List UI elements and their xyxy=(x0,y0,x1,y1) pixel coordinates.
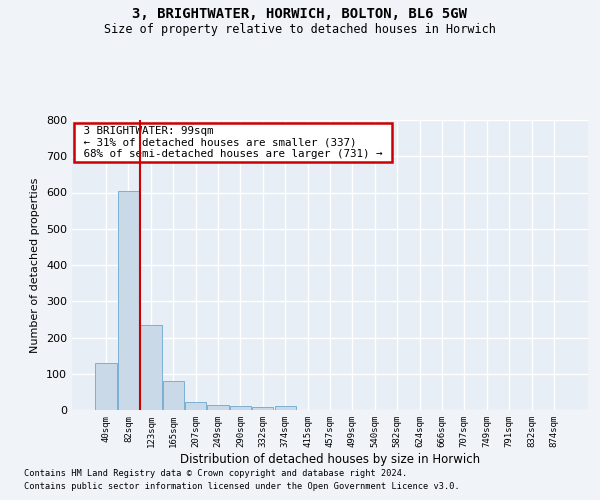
Text: Distribution of detached houses by size in Horwich: Distribution of detached houses by size … xyxy=(180,452,480,466)
Text: 3 BRIGHTWATER: 99sqm 
 ← 31% of detached houses are smaller (337) 
 68% of semi-: 3 BRIGHTWATER: 99sqm ← 31% of detached h… xyxy=(77,126,389,159)
Bar xyxy=(275,406,296,410)
Bar xyxy=(230,406,251,410)
Bar xyxy=(118,190,139,410)
Bar xyxy=(185,402,206,410)
Text: Size of property relative to detached houses in Horwich: Size of property relative to detached ho… xyxy=(104,22,496,36)
Text: Contains public sector information licensed under the Open Government Licence v3: Contains public sector information licen… xyxy=(24,482,460,491)
Bar xyxy=(252,407,274,410)
Bar xyxy=(208,405,229,410)
Text: 3, BRIGHTWATER, HORWICH, BOLTON, BL6 5GW: 3, BRIGHTWATER, HORWICH, BOLTON, BL6 5GW xyxy=(133,8,467,22)
Text: Contains HM Land Registry data © Crown copyright and database right 2024.: Contains HM Land Registry data © Crown c… xyxy=(24,468,407,477)
Bar xyxy=(95,363,117,410)
Bar xyxy=(140,325,161,410)
Bar xyxy=(163,381,184,410)
Y-axis label: Number of detached properties: Number of detached properties xyxy=(31,178,40,352)
